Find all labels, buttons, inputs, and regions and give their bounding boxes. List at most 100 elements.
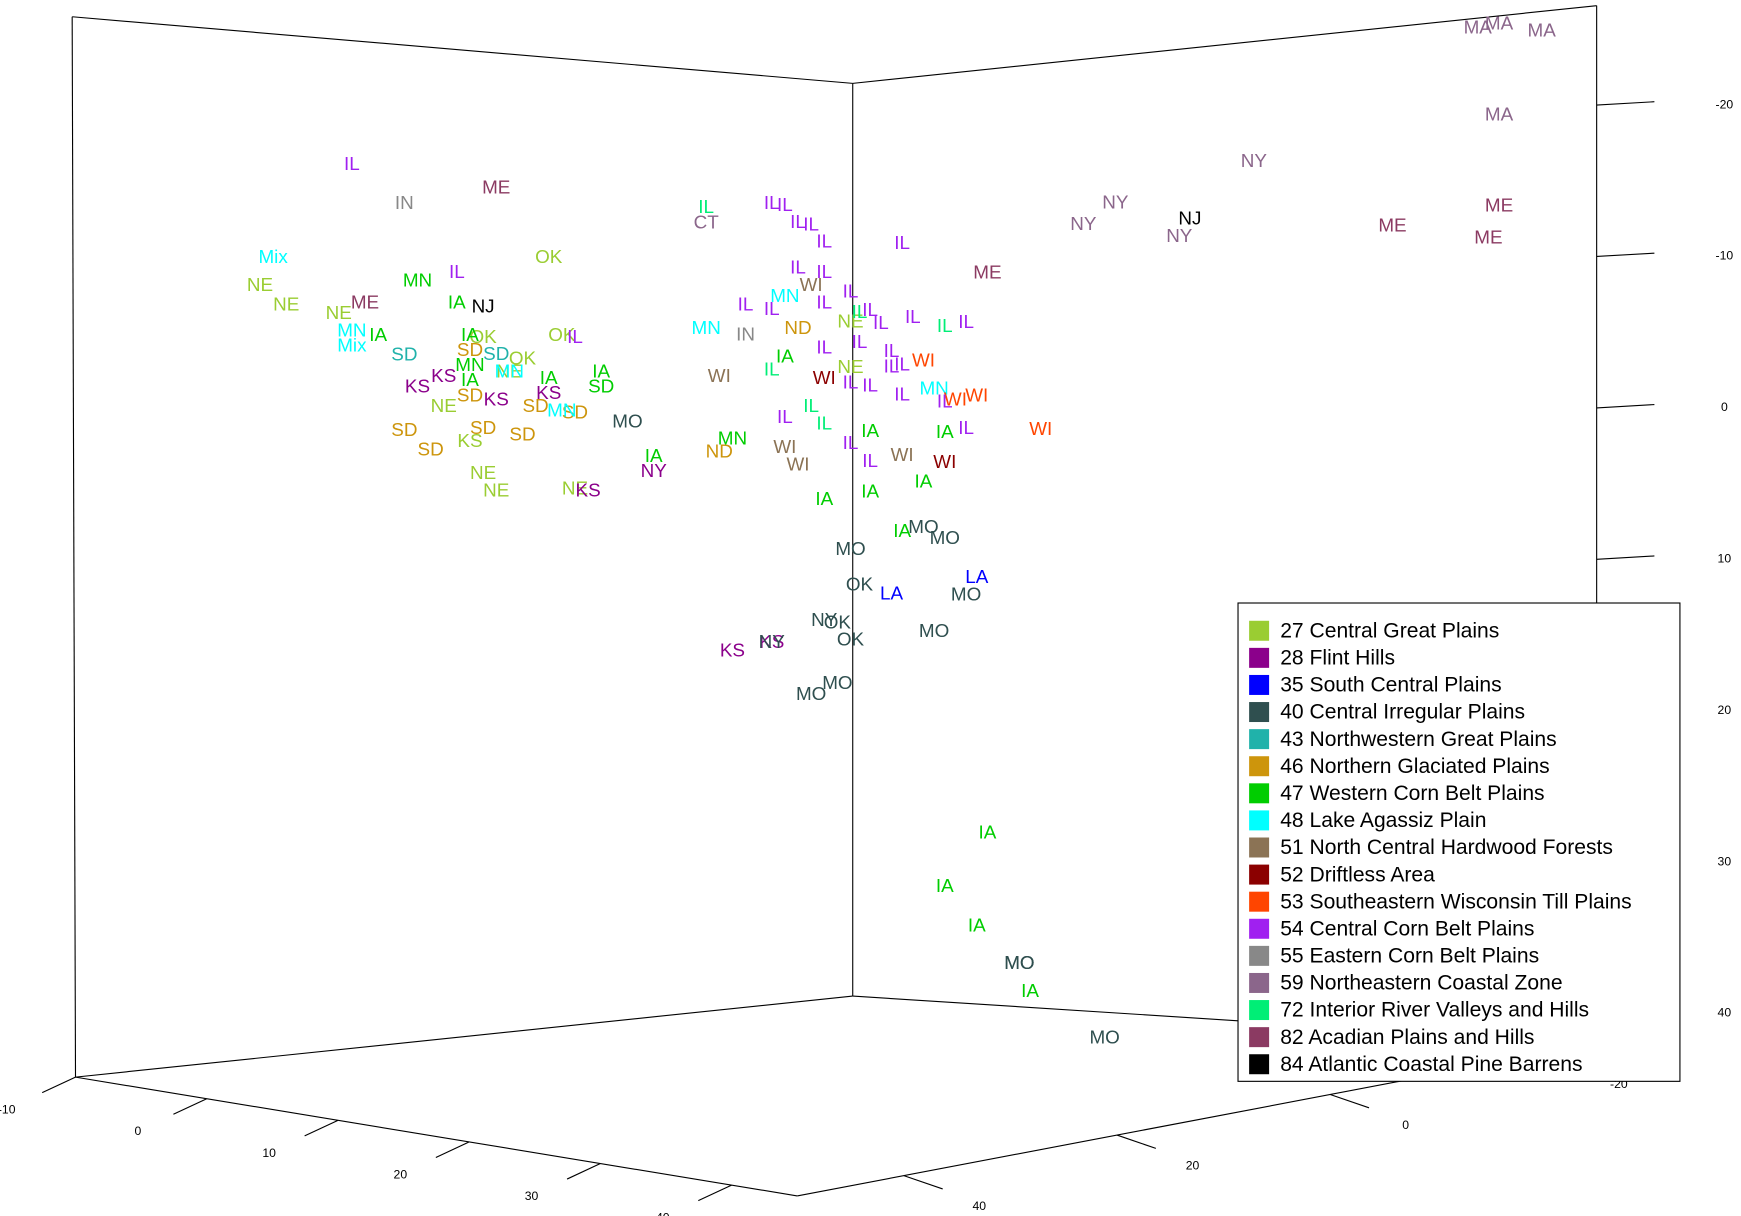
point-label: IL [873,312,889,333]
legend-label: 84 Atlantic Coastal Pine Barrens [1280,1053,1582,1076]
legend-label: 35 South Central Plains [1280,674,1501,697]
legend-swatch [1249,702,1270,723]
z-tick-label: 30 [1718,854,1732,868]
legend-label: 48 Lake Agassiz Plain [1280,809,1486,832]
point-label: ME [1485,194,1513,215]
z-tick-label: -10 [1716,249,1734,263]
point-label: ND [784,317,811,338]
x-tick [41,1076,76,1094]
point-label: WI [800,274,823,295]
legend-label: 43 Northwestern Great Plains [1280,728,1556,751]
point-label: MN [691,317,720,338]
point-label: SD [509,423,535,444]
point-label: IL [738,293,754,314]
legend-label: 28 Flint Hills [1280,647,1395,670]
point-label: MO [930,527,960,548]
point-label: WI [813,367,836,388]
legend-swatch [1249,1027,1270,1048]
axes-box [71,5,1598,1197]
legend-label: 52 Driftless Area [1280,863,1435,886]
y-tick [903,1175,943,1190]
legend-swatch [1249,810,1270,831]
point-label: IL [843,371,859,392]
point-label: SD [457,384,483,405]
point-label: IA [592,361,610,382]
point-label: NE [247,274,273,295]
point-label: NY [1102,192,1129,213]
point-label: ME [351,291,379,312]
point-label: MO [908,516,938,537]
point-label: LA [880,582,903,603]
point-label: MO [822,672,852,693]
point-label: IL [894,353,910,374]
point-label: MO [919,620,949,641]
point-label: ME [1474,227,1502,248]
point-label: NY [811,609,838,630]
z-tick [1596,555,1655,560]
legend-box [1237,602,1681,1082]
point-label: MA [1485,13,1514,34]
legend-label: 47 Western Corn Belt Plains [1280,782,1544,805]
point-label: IL [449,261,465,282]
point-label: IL [852,331,868,352]
z-tick-label: 20 [1718,703,1732,717]
legend: 27 Central Great Plains 28 Flint Hills 35 … [1237,602,1681,1082]
point-label: MN [547,399,576,420]
point-label: IL [803,395,819,416]
z-tick-label: 40 [1718,1006,1732,1020]
point-label: IA [461,369,479,390]
point-label: KS [405,376,430,397]
legend-swatch [1249,620,1270,641]
point-label: KS [720,640,745,661]
point-label: NE [326,302,352,323]
point-label: NE [483,480,509,501]
point-label: IA [776,345,794,366]
point-label: MO [1089,1026,1119,1047]
point-label: KS [457,430,482,451]
point-label: WI [1029,418,1052,439]
point-label: ME [482,177,510,198]
point-label: SD [470,417,496,438]
point-label: SD [391,343,417,364]
point-label: IA [645,445,663,466]
z-tick [1596,101,1655,106]
legend-label: 51 North Central Hardwood Forests [1280,836,1613,859]
point-label: IL [777,194,793,215]
x-tick-label: -10 [0,1103,16,1117]
point-label: SD [588,376,614,397]
point-label: NY [759,631,786,652]
legend-label: 59 Northeastern Coastal Zone [1280,972,1562,995]
z-tick-label: 0 [1721,400,1728,414]
box-edge [72,16,853,84]
point-label: NE [496,361,522,382]
point-label: IL [816,291,832,312]
point-label: NE [273,294,299,315]
point-label: IL [958,311,974,332]
box-edge [75,1076,798,1197]
point-label: MO [835,538,865,559]
z-tick [1596,404,1655,409]
point-label: MA [1485,103,1514,124]
point-label: NY [1070,213,1097,234]
point-label: Mix [258,246,288,267]
y-tick [1329,1093,1370,1109]
legend-label: 55 Eastern Corn Belt Plains [1280,945,1539,968]
point-label: MN [770,285,799,306]
z-tick-label: -20 [1716,97,1734,111]
point-label: IL [862,299,878,320]
point-label: MN [455,354,484,375]
x-tick-label: 40 [656,1211,670,1216]
point-label: NY [1241,150,1268,171]
point-label: KS [484,389,509,410]
legend-label: 40 Central Irregular Plains [1280,701,1525,724]
point-label: IL [843,432,859,453]
box-edge [71,16,77,1078]
y-tick-label: 0 [1402,1118,1409,1132]
point-label: NE [837,356,863,377]
x-tick [698,1184,732,1202]
point-label: IL [937,391,953,412]
point-label: MO [1004,952,1034,973]
x-tick [304,1119,339,1137]
